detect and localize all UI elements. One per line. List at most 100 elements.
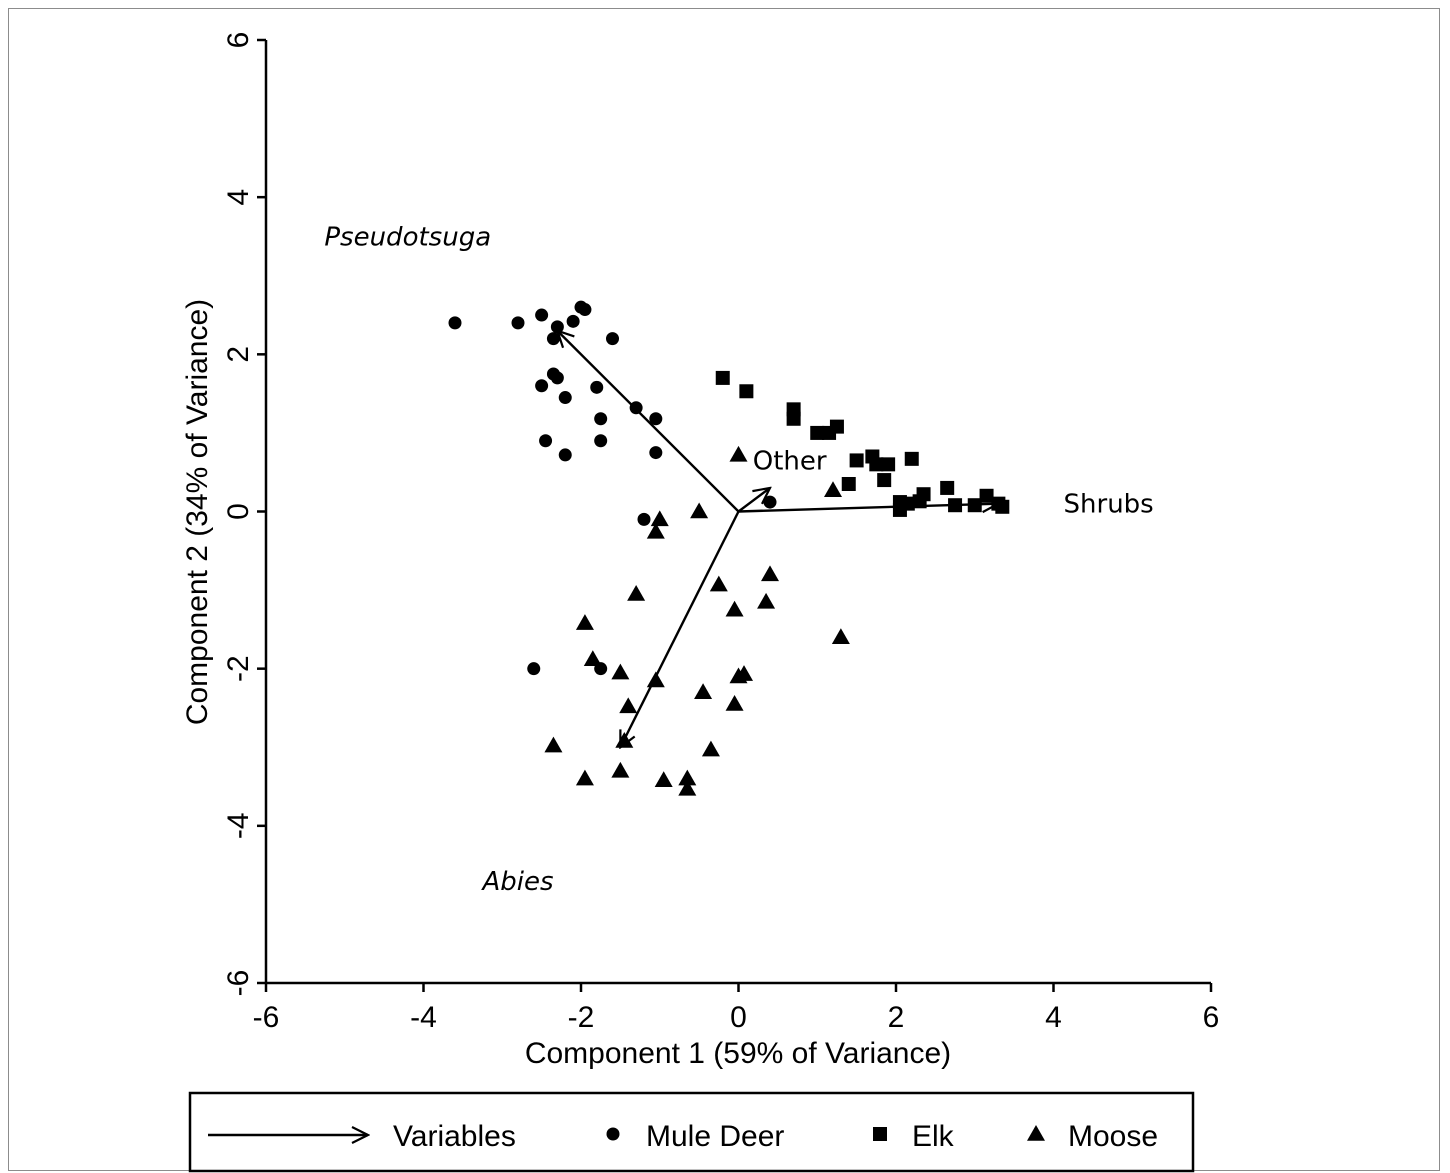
moose-point xyxy=(725,695,744,711)
mule-deer-point xyxy=(539,434,553,448)
y-tick-label: -2 xyxy=(222,655,255,682)
legend-moose-symbol xyxy=(1027,1125,1045,1141)
legend-variables-label: Variables xyxy=(393,1120,516,1153)
y-tick-label: 0 xyxy=(222,503,255,520)
moose-point xyxy=(729,445,748,462)
moose-point xyxy=(544,736,563,753)
elk-point xyxy=(940,480,955,495)
elk-point xyxy=(739,384,754,399)
moose-point xyxy=(583,650,602,666)
elk-point xyxy=(948,498,963,513)
mule-deer-point xyxy=(535,379,549,393)
elk-point xyxy=(877,473,892,488)
moose-point xyxy=(615,731,634,748)
elk-point xyxy=(900,496,915,511)
elk-point xyxy=(904,451,919,466)
x-tick-label: -4 xyxy=(410,1001,437,1034)
moose-point xyxy=(611,663,630,680)
legend-items: Variables Mule Deer Elk Moose xyxy=(208,1120,1158,1153)
mule-deer-point xyxy=(550,371,564,385)
moose-point xyxy=(575,614,594,630)
moose-point xyxy=(619,697,638,714)
mule-deer-point xyxy=(637,512,651,526)
y-tick-label: 2 xyxy=(222,346,255,363)
vector-other-arrow xyxy=(737,488,771,513)
elk-point xyxy=(786,411,801,426)
legend-mule-deer-label: Mule Deer xyxy=(646,1120,784,1153)
y-ticks: -6 -4 -2 0 2 4 6 xyxy=(222,32,266,997)
x-tick-label: 0 xyxy=(730,1001,747,1034)
legend: Variables Mule Deer Elk Moose xyxy=(188,1091,1195,1173)
moose-point xyxy=(735,665,754,681)
moose-point xyxy=(709,575,728,592)
y-tick-label: 4 xyxy=(222,189,255,206)
mule-deer-point xyxy=(649,446,663,460)
elk-point xyxy=(849,453,864,468)
mule-deer-point xyxy=(606,332,619,346)
vector-pseudotsuga-arrow xyxy=(557,331,740,513)
elk-point xyxy=(916,487,931,502)
moose-point xyxy=(646,522,665,539)
moose-point xyxy=(690,502,709,519)
vector-other-label: Other xyxy=(753,446,827,476)
elk-point xyxy=(881,457,896,472)
moose-point xyxy=(627,585,646,601)
mule-deer-point xyxy=(558,448,572,462)
elk-point xyxy=(995,499,1010,514)
data-points xyxy=(448,300,1010,796)
mule-deer-point xyxy=(527,662,541,676)
x-ticks: -6 -4 -2 0 2 4 6 xyxy=(253,983,1220,1034)
mule-deer-point xyxy=(594,434,608,448)
x-tick-label: -2 xyxy=(568,1001,595,1034)
moose-point xyxy=(678,769,697,786)
moose-point xyxy=(650,510,669,527)
moose-point xyxy=(678,779,697,796)
elk-point xyxy=(979,488,994,503)
moose-point xyxy=(824,481,842,498)
legend-elk-label: Elk xyxy=(912,1120,955,1153)
x-tick-label: 6 xyxy=(1203,1001,1220,1034)
moose-point xyxy=(757,592,776,609)
legend-mule-deer-symbol xyxy=(606,1127,620,1141)
variable-labels: Pseudotsuga Shrubs Abies Other xyxy=(324,222,1153,896)
mule-deer-point xyxy=(594,412,608,426)
y-axis-title: Component 2 (34% of Variance) xyxy=(181,299,214,725)
mule-deer-point xyxy=(649,412,663,426)
moose-point xyxy=(701,740,720,757)
elk-point xyxy=(967,498,982,513)
legend-moose-label: Moose xyxy=(1068,1120,1158,1153)
mule-deer-point xyxy=(566,314,580,328)
moose-point xyxy=(646,671,665,688)
moose-point xyxy=(575,769,594,786)
variable-vectors xyxy=(557,331,998,747)
vector-shrubs-label: Shrubs xyxy=(1064,490,1154,520)
axes: -6 -4 -2 0 2 4 6 -6 -4 -2 0 2 4 6 xyxy=(222,32,1219,1034)
elk-point xyxy=(841,476,856,491)
moose-point xyxy=(694,683,713,699)
y-tick-label: 6 xyxy=(222,32,255,49)
x-tick-label: -6 xyxy=(253,1001,280,1034)
x-axis-title: Component 1 (59% of Variance) xyxy=(525,1037,951,1070)
y-tick-label: -6 xyxy=(222,970,255,997)
vector-abies-label: Abies xyxy=(480,867,553,897)
legend-elk-symbol xyxy=(873,1127,887,1141)
mule-deer-point xyxy=(535,308,549,322)
mule-deer-point xyxy=(546,332,560,346)
moose-point xyxy=(725,600,744,617)
mule-deer-point xyxy=(763,495,777,509)
vector-abies-arrow xyxy=(620,510,740,748)
moose-point xyxy=(761,565,779,582)
y-tick-label: -4 xyxy=(222,812,255,839)
mule-deer-point xyxy=(511,316,525,330)
x-tick-label: 2 xyxy=(888,1001,905,1034)
mule-deer-point xyxy=(578,303,592,317)
elk-point xyxy=(869,457,884,472)
elk-point xyxy=(810,425,825,440)
x-tick-label: 4 xyxy=(1045,1001,1062,1034)
moose-point xyxy=(654,771,673,788)
mule-deer-point xyxy=(629,401,643,415)
mule-deer-point xyxy=(590,380,604,394)
mule-deer-point xyxy=(448,316,462,330)
elk-point xyxy=(829,419,844,434)
